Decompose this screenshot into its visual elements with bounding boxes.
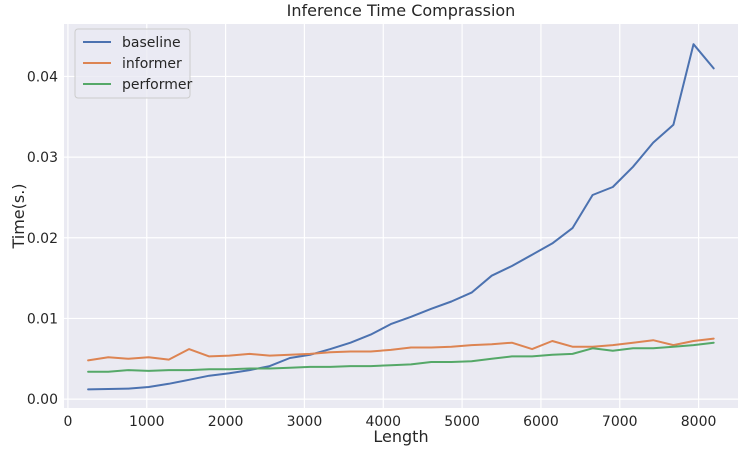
y-axis-label: Time(s.) [9,183,28,249]
y-tick-label: 0.04 [27,69,58,85]
y-axis-ticks: 0.00 0.01 0.02 0.03 0.04 [27,69,58,408]
y-tick-label: 0.03 [27,150,58,166]
x-tick-label: 2000 [208,414,244,430]
x-tick-label: 3000 [287,414,323,430]
legend-label-informer: informer [122,56,182,72]
y-tick-label: 0.02 [27,231,58,247]
legend-label-baseline: baseline [122,35,181,51]
chart-title: Inference Time Comprassion [287,1,516,20]
x-tick-label: 5000 [444,414,480,430]
x-tick-label: 1000 [129,414,165,430]
legend-items: baseline informer performer [83,35,193,93]
x-tick-label: 7000 [602,414,638,430]
series-line-baseline [87,43,715,391]
grid [64,24,738,408]
y-tick-label: 0.00 [27,392,58,408]
x-tick-label: 8000 [681,414,717,430]
series-lines [87,43,715,391]
legend-box [74,28,191,99]
legend-label-performer: performer [122,77,193,93]
x-axis-label: Length [373,427,428,446]
series-line-informer [87,337,715,362]
series-line-performer [87,341,715,373]
legend: baseline informer performer [74,28,193,99]
y-tick-label: 0.01 [27,311,58,327]
x-axis-ticks: 0 1000 2000 3000 4000 5000 6000 7000 8000 [63,414,716,430]
x-tick-label: 6000 [523,414,559,430]
x-tick-label: 0 [63,414,72,430]
x-tick-label: 4000 [365,414,401,430]
